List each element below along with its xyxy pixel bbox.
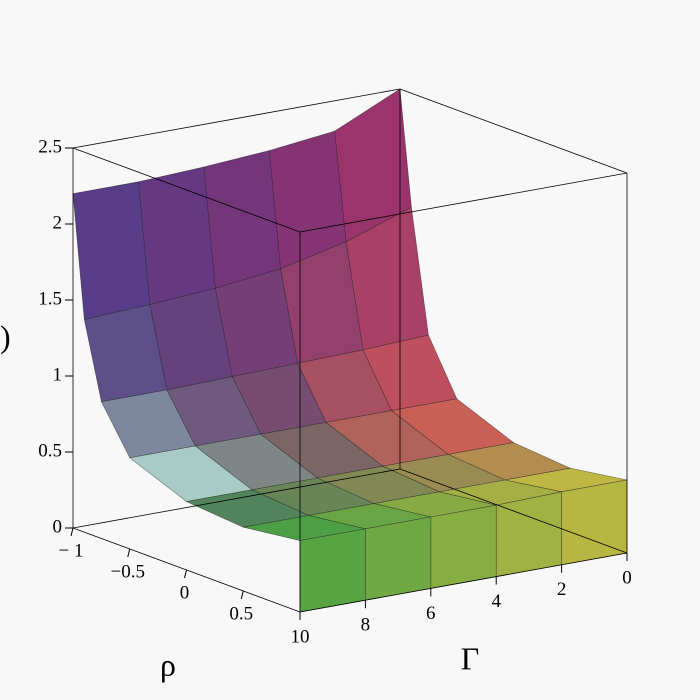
- y-tick-label: 10: [291, 626, 310, 647]
- box-edge: [399, 468, 628, 554]
- x-tick-label: 0: [180, 582, 190, 603]
- x-tick-label: −0.5: [111, 561, 145, 582]
- z-tick-label: 0.5: [38, 440, 62, 461]
- box-edge: [72, 147, 301, 233]
- surface-wall: [495, 491, 562, 577]
- surface-wall: [561, 479, 628, 566]
- x-tick: [70, 527, 74, 537]
- z-tick-label: 1.5: [38, 288, 62, 309]
- z-tick-label: 0: [53, 516, 63, 537]
- surface-wall: [365, 516, 432, 601]
- box-edge: [72, 468, 401, 529]
- surface-patch: [138, 166, 216, 305]
- y-tick-label: 6: [426, 603, 436, 624]
- y-tick-label: 0: [622, 567, 632, 588]
- x-tick: [127, 548, 131, 558]
- z-axis-label: ): [0, 318, 11, 354]
- box-edge: [299, 552, 628, 613]
- y-axis-label: Γ: [461, 640, 480, 676]
- x-tick: [240, 590, 244, 600]
- y-tick-label: 8: [361, 615, 371, 636]
- box-edge: [399, 88, 628, 174]
- y-tick-label: 4: [491, 591, 501, 612]
- z-tick-label: 1: [53, 364, 63, 385]
- box-edge: [299, 172, 628, 233]
- y-tick-label: 2: [557, 579, 567, 600]
- x-tick-label: − 1: [59, 540, 84, 561]
- z-tick-label: 2.5: [38, 136, 62, 157]
- surface-wall: [430, 504, 497, 589]
- surface-wall: [299, 528, 366, 613]
- x-tick: [184, 569, 187, 579]
- box-edge: [72, 88, 401, 149]
- surface-patch: [203, 150, 281, 289]
- z-tick-label: 2: [53, 212, 63, 233]
- x-tick-label: 0.5: [229, 603, 253, 624]
- x-axis-label: ρ: [160, 646, 176, 682]
- surface-patch: [72, 181, 151, 320]
